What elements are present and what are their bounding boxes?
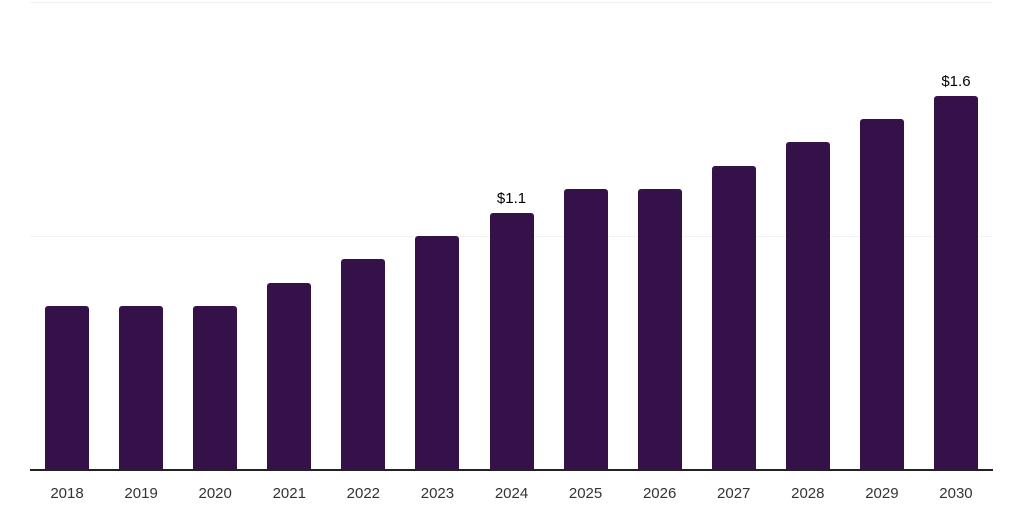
bar-2030	[933, 95, 978, 470]
x-tick-label-2018: 2018	[50, 485, 84, 502]
x-tick-label-2027: 2027	[717, 485, 751, 502]
bar-2027	[711, 165, 756, 470]
x-tick-label-2020: 2020	[198, 485, 232, 502]
bar-2021	[267, 282, 312, 470]
bar-2024	[489, 212, 534, 470]
x-tick-label-2029: 2029	[865, 485, 899, 502]
x-axis-line	[30, 469, 993, 471]
bar-2023	[415, 236, 460, 470]
x-tick-label-2019: 2019	[124, 485, 158, 502]
x-tick-label-2022: 2022	[346, 485, 381, 502]
x-tick-label-2025: 2025	[568, 485, 603, 502]
x-tick-label-2030: 2030	[939, 485, 973, 502]
x-tick-label-2021: 2021	[272, 485, 306, 502]
x-tick-label-2028: 2028	[791, 485, 825, 502]
x-tick-label-2023: 2023	[420, 485, 455, 502]
gridline-2	[30, 2, 993, 3]
bar-2025	[563, 189, 608, 470]
bar-value-label-2030: $1.6	[941, 72, 971, 90]
plot-area: $1.1 $1.6	[30, 2, 993, 470]
bar-2026	[637, 189, 682, 470]
x-axis-labels: 2018 2019 2020 2021 2022 2023 2024 2025 2026 2027…	[30, 485, 993, 505]
x-tick-label-2026: 2026	[642, 485, 677, 502]
bar-2022	[341, 259, 386, 470]
bar-2020	[193, 306, 238, 470]
bar-2028	[785, 142, 830, 470]
x-tick-label-2024: 2024	[494, 485, 529, 502]
bar-2029	[859, 119, 904, 470]
bar-value-label-2024: $1.1	[496, 189, 527, 207]
bar-2019	[119, 306, 164, 470]
bar-2018	[45, 306, 90, 470]
